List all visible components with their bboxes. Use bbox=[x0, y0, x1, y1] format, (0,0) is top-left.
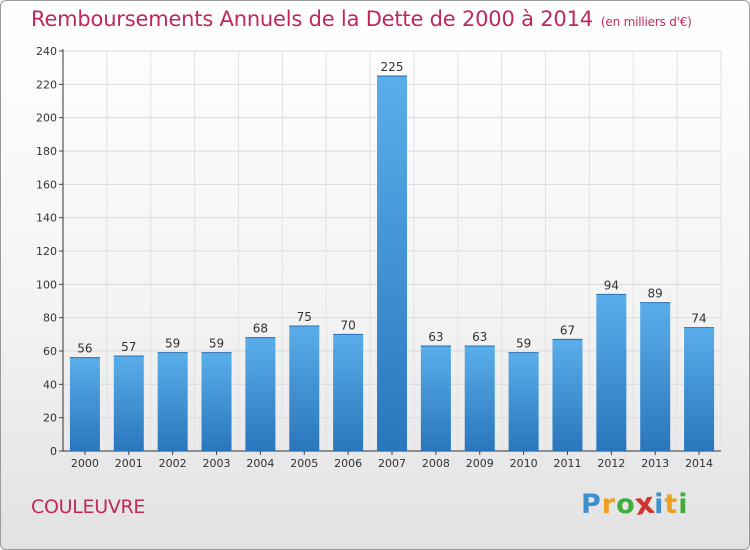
value-label-2002: 59 bbox=[165, 337, 180, 351]
bar-2002 bbox=[157, 352, 188, 451]
logo-letter: i bbox=[678, 489, 689, 520]
value-label-2003: 59 bbox=[209, 337, 224, 351]
chart-title: Remboursements Annuels de la Dette de 20… bbox=[31, 7, 692, 31]
bar-2011 bbox=[552, 339, 583, 451]
value-label-2006: 70 bbox=[340, 318, 355, 332]
bar-2013 bbox=[640, 302, 671, 451]
bar-2012 bbox=[596, 294, 627, 451]
value-label-2011: 67 bbox=[560, 323, 575, 337]
y-tick-label: 180 bbox=[36, 145, 57, 158]
value-label-2010: 59 bbox=[516, 337, 531, 351]
logo-letter: x bbox=[632, 486, 658, 523]
chart-subtitle: (en milliers d'€) bbox=[600, 15, 692, 29]
x-tick-label-2002: 2002 bbox=[159, 457, 187, 470]
x-tick-label-2000: 2000 bbox=[71, 457, 99, 470]
y-tick-label: 60 bbox=[43, 345, 57, 358]
x-tick-label-2013: 2013 bbox=[641, 457, 669, 470]
y-tick-label: 240 bbox=[36, 45, 57, 58]
y-tick-label: 140 bbox=[36, 212, 57, 225]
value-label-2014: 74 bbox=[691, 312, 706, 326]
bars bbox=[69, 75, 715, 451]
x-tick-label-2011: 2011 bbox=[553, 457, 581, 470]
y-tick-label: 80 bbox=[43, 312, 57, 325]
y-tick-label: 20 bbox=[43, 412, 57, 425]
logo-letter: t bbox=[664, 489, 679, 520]
x-tick-label-2012: 2012 bbox=[597, 457, 625, 470]
bar-2008 bbox=[420, 346, 451, 451]
chart-title-text: Remboursements Annuels de la Dette de 20… bbox=[31, 7, 593, 31]
y-tick-label: 100 bbox=[36, 278, 57, 291]
x-tick-label-2004: 2004 bbox=[246, 457, 274, 470]
y-tick-label: 220 bbox=[36, 78, 57, 91]
bar-2000 bbox=[69, 357, 100, 451]
value-label-2007: 225 bbox=[381, 60, 404, 74]
bar-2004 bbox=[245, 337, 276, 451]
y-tick-label: 160 bbox=[36, 178, 57, 191]
x-tick-label-2008: 2008 bbox=[422, 457, 450, 470]
value-label-2012: 94 bbox=[604, 278, 619, 292]
x-tick-label-2005: 2005 bbox=[290, 457, 318, 470]
x-tick-label-2003: 2003 bbox=[203, 457, 231, 470]
y-tick-label: 200 bbox=[36, 112, 57, 125]
bar-2014 bbox=[684, 327, 715, 451]
value-label-2009: 63 bbox=[472, 330, 487, 344]
proxiti-logo: Proxiti bbox=[581, 486, 689, 523]
x-tick-label-2007: 2007 bbox=[378, 457, 406, 470]
labels: 0 20 40 60 80 100 120 140 160 180 200 220 240 56 2000 5… bbox=[36, 45, 713, 470]
bar-2001 bbox=[113, 356, 144, 451]
y-tick-label: 0 bbox=[50, 445, 57, 458]
value-label-2005: 75 bbox=[297, 310, 312, 324]
x-tick-label-2010: 2010 bbox=[510, 457, 538, 470]
logo-letter: P bbox=[581, 489, 602, 520]
bar-2007 bbox=[377, 76, 407, 451]
value-label-2004: 68 bbox=[253, 322, 268, 336]
x-tick-label-2009: 2009 bbox=[466, 457, 494, 470]
bar-2005 bbox=[289, 326, 320, 451]
value-label-2000: 56 bbox=[77, 342, 92, 356]
x-tick-label-2014: 2014 bbox=[685, 457, 713, 470]
commune-name: COULEUVRE bbox=[31, 496, 146, 518]
value-label-2001: 57 bbox=[121, 340, 136, 354]
y-tick-label: 120 bbox=[36, 245, 57, 258]
logo-letter: r bbox=[601, 489, 617, 520]
x-tick-label-2001: 2001 bbox=[115, 457, 143, 470]
value-label-2013: 89 bbox=[648, 287, 663, 301]
x-tick-label-2006: 2006 bbox=[334, 457, 362, 470]
y-tick-label: 40 bbox=[43, 378, 57, 391]
logo-letter: i bbox=[654, 489, 665, 520]
bar-2009 bbox=[464, 346, 495, 451]
logo-letter: o bbox=[616, 489, 636, 520]
bar-2003 bbox=[201, 352, 232, 451]
bar-2006 bbox=[333, 334, 364, 451]
bar-2010 bbox=[508, 352, 539, 451]
value-label-2008: 63 bbox=[428, 330, 443, 344]
